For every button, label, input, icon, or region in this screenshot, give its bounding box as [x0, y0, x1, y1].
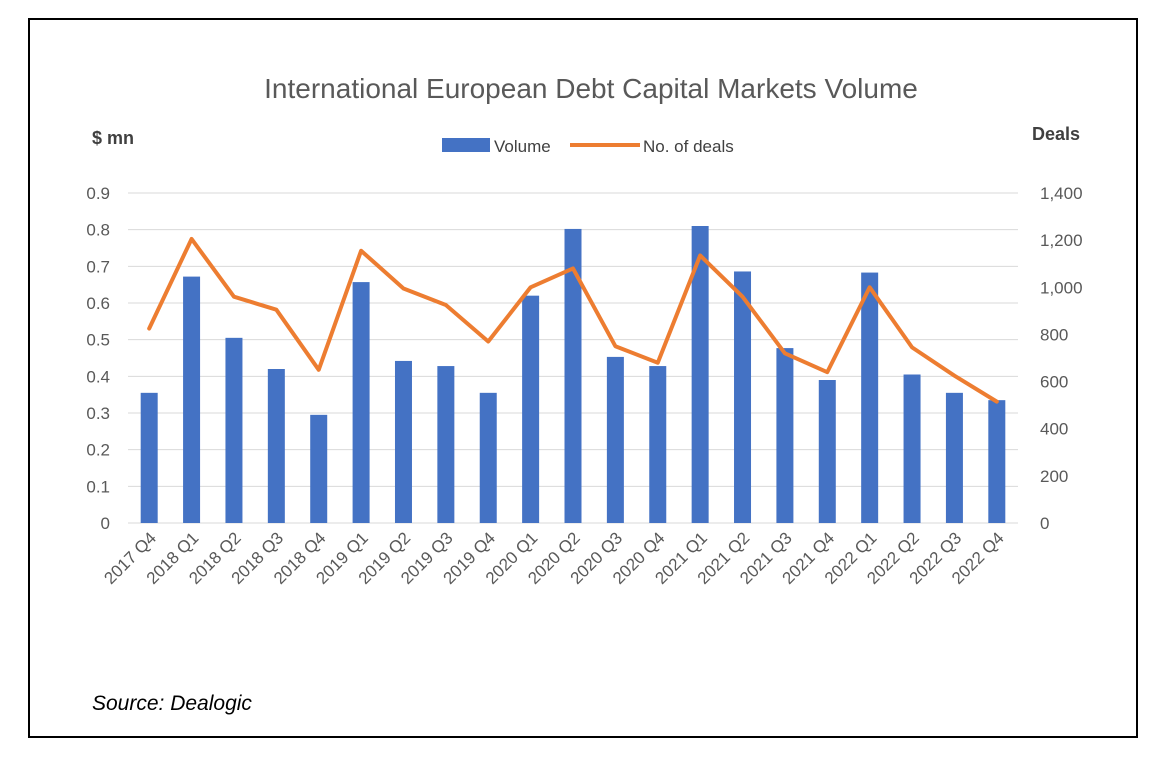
deals-line: [147, 236, 999, 404]
deals-point: [952, 374, 956, 378]
right-tick-label: 1,000: [1040, 278, 1083, 297]
chart-svg: International European Debt Capital Mark…: [86, 73, 1083, 715]
right-tick-label: 200: [1040, 467, 1068, 486]
chart-frame: International European Debt Capital Mark…: [28, 18, 1138, 738]
volume-bars: [140, 226, 1006, 523]
deals-point: [232, 295, 236, 299]
deals-point: [910, 345, 914, 349]
deals-point: [613, 344, 617, 348]
left-tick-label: 0.8: [86, 221, 110, 240]
deals-point: [868, 285, 872, 289]
volume-bar: [818, 380, 836, 523]
deals-point: [444, 303, 448, 307]
deals-point: [359, 249, 363, 253]
right-tick-label: 400: [1040, 420, 1068, 439]
deals-point: [656, 361, 660, 365]
source-note: Source: Dealogic: [92, 692, 252, 715]
volume-bar: [267, 369, 285, 523]
deals-point: [783, 351, 787, 355]
deals-point: [571, 266, 575, 270]
volume-bar: [606, 356, 624, 523]
left-tick-label: 0.3: [86, 404, 110, 423]
deals-point: [147, 327, 151, 331]
volume-bar: [522, 295, 540, 523]
left-axis-ticks: 0 0.1 0.2 0.3 0.4 0.5 0.6 0.7 0.8 0.9: [86, 184, 110, 533]
deals-point: [401, 286, 405, 290]
right-axis-ticks: 0 200 400 600 800 1,000 1,200 1,400: [1040, 184, 1083, 533]
left-tick-label: 0.2: [86, 441, 110, 460]
volume-bar: [352, 282, 370, 523]
deals-point: [698, 253, 702, 257]
volume-bar: [861, 272, 879, 523]
volume-bar: [564, 228, 582, 523]
left-tick-label: 0.7: [86, 257, 110, 276]
volume-bar: [903, 374, 921, 523]
left-tick-label: 0.6: [86, 294, 110, 313]
volume-bar: [988, 400, 1006, 523]
deals-point: [825, 370, 829, 374]
deals-point: [529, 285, 533, 289]
volume-bar: [649, 366, 667, 523]
left-tick-label: 0.9: [86, 184, 110, 203]
volume-bar: [945, 392, 963, 523]
legend-label-volume: Volume: [494, 137, 551, 156]
right-tick-label: 1,200: [1040, 231, 1083, 250]
volume-bar: [776, 348, 794, 523]
left-tick-label: 0.1: [86, 477, 110, 496]
left-tick-label: 0: [101, 514, 110, 533]
right-tick-label: 600: [1040, 373, 1068, 392]
legend-label-deals: No. of deals: [643, 137, 734, 156]
deals-point: [995, 400, 999, 404]
left-tick-label: 0.4: [86, 367, 110, 386]
volume-bar: [310, 414, 328, 523]
deals-point: [190, 237, 194, 241]
right-tick-label: 1,400: [1040, 184, 1083, 203]
volume-bar: [394, 360, 412, 523]
right-tick-label: 0: [1040, 514, 1049, 533]
left-tick-label: 0.5: [86, 331, 110, 350]
volume-bar: [183, 276, 201, 523]
legend: Volume No. of deals: [442, 137, 734, 156]
right-tick-label: 800: [1040, 325, 1068, 344]
volume-bar: [140, 392, 158, 523]
chart-title: International European Debt Capital Mark…: [264, 73, 918, 104]
volume-bar: [479, 392, 497, 523]
right-axis-unit: Deals: [1032, 124, 1080, 144]
volume-bar: [225, 337, 243, 523]
deals-point: [274, 308, 278, 312]
volume-bar: [691, 226, 709, 523]
volume-bar: [437, 366, 455, 523]
deals-point: [486, 340, 490, 343]
volume-bar: [734, 271, 752, 523]
deals-point: [317, 368, 321, 372]
deals-point: [741, 295, 745, 299]
legend-swatch-volume: [442, 138, 490, 152]
left-axis-unit: $ mn: [92, 128, 134, 148]
